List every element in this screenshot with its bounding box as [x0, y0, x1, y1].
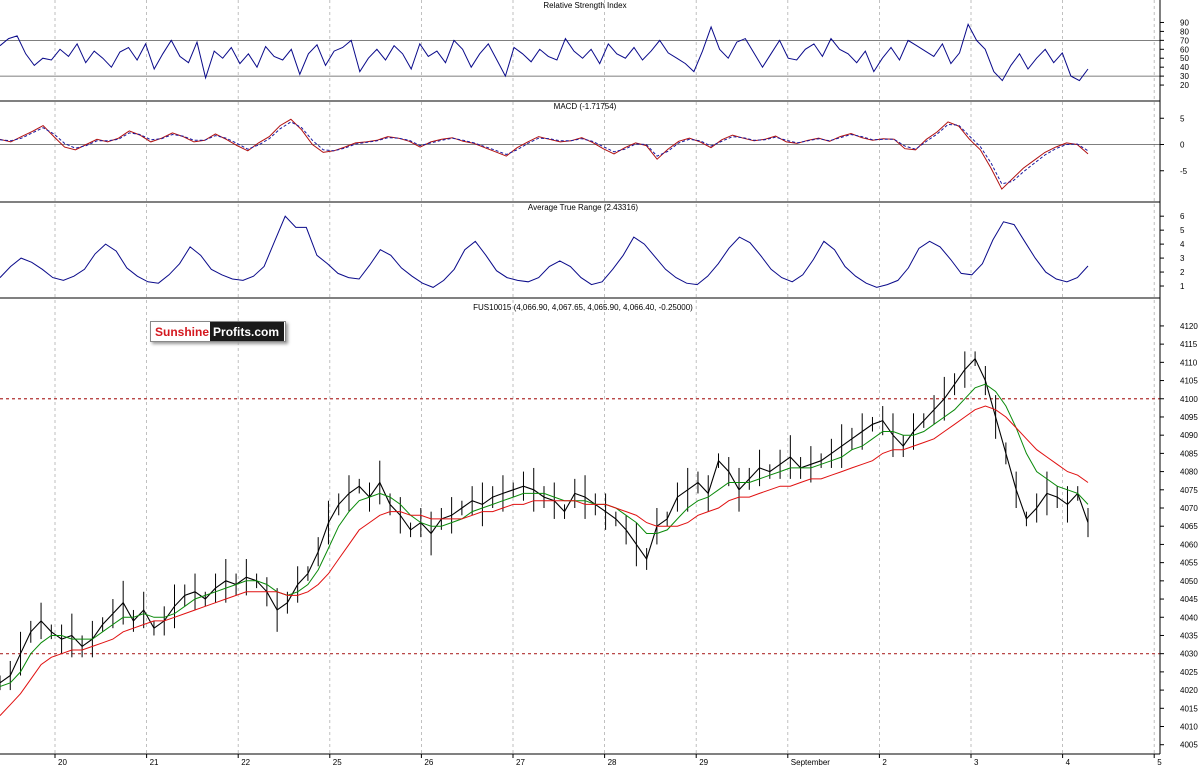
series-line	[0, 121, 1089, 185]
atr-title: Average True Range (2.43316)	[528, 203, 638, 212]
y-tick-label: 60	[1180, 45, 1189, 54]
y-tick-label: 5	[1180, 114, 1185, 123]
x-tick-label: 2	[882, 758, 887, 767]
y-tick-label: 6	[1180, 212, 1185, 221]
y-tick-label: 4035	[1180, 631, 1198, 640]
x-tick-label: 22	[241, 758, 250, 767]
x-tick-label: 28	[608, 758, 617, 767]
atr-panel: Average True Range (2.43316) 1 2 3 4 5 6	[0, 203, 1185, 299]
macd-panel: MACD (-1.71754) -5 0 5	[0, 102, 1188, 203]
y-tick-label: 4100	[1180, 395, 1198, 404]
y-tick-label: 4120	[1180, 322, 1198, 331]
price-panel: FUS10015 (4,066.90, 4,067.65, 4,065.90, …	[0, 303, 1198, 750]
macd-title: MACD (-1.71754)	[554, 102, 617, 111]
y-tick-label: 4075	[1180, 486, 1198, 495]
series-line	[0, 405, 1089, 716]
series-line	[0, 383, 1089, 687]
price-y-axis: 4005 4010 4015 4020 4025 4030 4035 4040 4045 4050…	[1160, 322, 1198, 750]
x-tick-label: 27	[516, 758, 525, 767]
sunshine-profits-logo: Sunshine Profits.com	[150, 321, 286, 342]
y-tick-label: 3	[1180, 254, 1185, 263]
series-line	[0, 22, 1089, 82]
x-tick-label: 3	[974, 758, 979, 767]
rsi-plot	[0, 22, 1160, 82]
atr-plot	[0, 215, 1089, 288]
y-tick-label: 4055	[1180, 559, 1198, 568]
series-line	[0, 215, 1089, 288]
y-tick-label: 1	[1180, 282, 1185, 291]
y-tick-label: 4060	[1180, 540, 1198, 549]
y-tick-label: 4110	[1180, 358, 1198, 367]
y-tick-label: 80	[1180, 27, 1189, 36]
y-tick-label: 4030	[1180, 650, 1198, 659]
y-tick-label: 0	[1180, 141, 1185, 150]
logo-sunshine: Sunshine	[155, 325, 210, 339]
x-tick-label: 4	[1066, 758, 1071, 767]
y-tick-label: 30	[1180, 72, 1189, 81]
atr-y-axis: 1 2 3 4 5 6	[1160, 212, 1185, 291]
logo-profits: Profits.com	[210, 322, 285, 341]
y-tick-label: 4095	[1180, 413, 1198, 422]
x-tick-label: 26	[424, 758, 433, 767]
y-tick-label: 4025	[1180, 668, 1198, 677]
y-tick-label: 4040	[1180, 613, 1198, 622]
y-tick-label: 4010	[1180, 723, 1198, 732]
y-tick-label: 20	[1180, 81, 1189, 90]
rsi-title: Relative Strength Index	[543, 1, 626, 10]
y-tick-label: 70	[1180, 36, 1189, 45]
y-tick-label: 4020	[1180, 686, 1198, 695]
y-tick-label: 4085	[1180, 449, 1198, 458]
y-tick-label: 5	[1180, 226, 1185, 235]
y-tick-label: 4005	[1180, 741, 1198, 750]
y-tick-label: 4050	[1180, 577, 1198, 586]
price-title: FUS10015 (4,066.90, 4,067.65, 4,065.90, …	[473, 303, 693, 312]
y-tick-label: 4015	[1180, 704, 1198, 713]
y-tick-label: 40	[1180, 63, 1189, 72]
x-tick-label: 25	[333, 758, 342, 767]
macd-y-axis: -5 0 5	[1160, 114, 1188, 176]
x-tick-label: 21	[150, 758, 159, 767]
x-tick-label: 5	[1157, 758, 1162, 767]
y-tick-label: 4065	[1180, 522, 1198, 531]
y-tick-label: 50	[1180, 54, 1189, 63]
price-plot	[0, 351, 1160, 716]
y-tick-label: -5	[1180, 167, 1188, 176]
macd-plot	[0, 118, 1160, 190]
y-tick-label: 2	[1180, 268, 1185, 277]
x-axis: 20 21 22 25 26 27 28 29 September 2 3 4 5	[54, 754, 1162, 767]
x-tick-label: 29	[699, 758, 708, 767]
y-tick-label: 4	[1180, 240, 1185, 249]
y-tick-label: 4045	[1180, 595, 1198, 604]
x-tick-label: 20	[58, 758, 67, 767]
y-tick-label: 4115	[1180, 340, 1198, 349]
y-tick-label: 4080	[1180, 468, 1198, 477]
y-tick-label: 4090	[1180, 431, 1198, 440]
x-tick-label: September	[791, 758, 830, 767]
y-tick-label: 4105	[1180, 377, 1198, 386]
y-tick-label: 4070	[1180, 504, 1198, 513]
y-tick-label: 90	[1180, 18, 1189, 27]
